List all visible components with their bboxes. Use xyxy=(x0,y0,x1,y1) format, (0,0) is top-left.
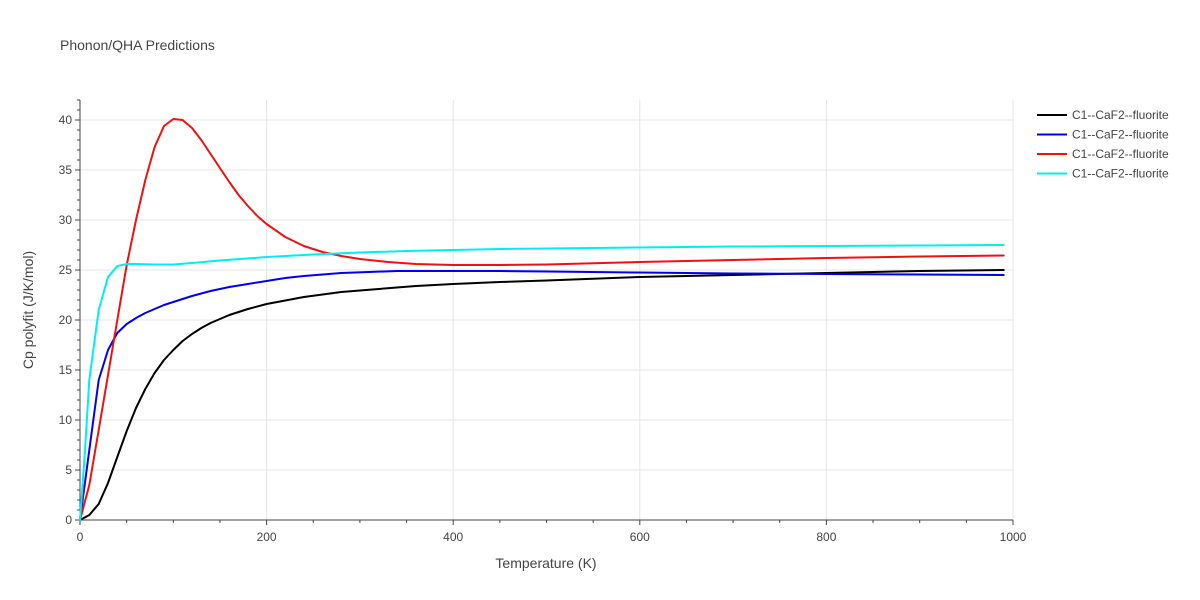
series-lines xyxy=(79,118,1005,521)
y-tick-label: 25 xyxy=(59,263,73,277)
x-tick-label: 0 xyxy=(77,530,84,544)
x-tick-label: 800 xyxy=(816,530,836,544)
y-tick-label: 5 xyxy=(65,463,72,477)
legend-item-3[interactable]: C1--CaF2--fluorite xyxy=(1037,147,1169,161)
y-tick-label: 15 xyxy=(59,363,73,377)
series-line-3 xyxy=(79,118,1005,521)
tick-labels: 0 200 400 600 800 1000 0 5 10 15 20 25 30 35 40 xyxy=(59,113,1027,544)
y-tick-label: 35 xyxy=(59,163,73,177)
y-tick-label: 40 xyxy=(59,113,73,127)
legend-label: C1--CaF2--fluorite xyxy=(1072,167,1169,181)
y-tick-label: 30 xyxy=(59,213,73,227)
legend-item-4[interactable]: C1--CaF2--fluorite xyxy=(1037,167,1169,181)
legend-label: C1--CaF2--fluorite xyxy=(1072,108,1169,122)
series-line-2 xyxy=(79,270,1005,521)
series-line-1 xyxy=(79,269,1005,521)
legend-label: C1--CaF2--fluorite xyxy=(1072,128,1169,142)
legend-label: C1--CaF2--fluorite xyxy=(1072,147,1169,161)
x-axis-title: Temperature (K) xyxy=(495,555,596,571)
grid-lines xyxy=(80,100,1014,520)
legend-item-1[interactable]: C1--CaF2--fluorite xyxy=(1037,108,1169,122)
y-tick-label: 20 xyxy=(59,313,73,327)
chart-title: Phonon/QHA Predictions xyxy=(60,37,215,53)
x-tick-label: 1000 xyxy=(1000,530,1027,544)
legend: C1--CaF2--fluorite C1--CaF2--fluorite C1--… xyxy=(1037,108,1169,181)
legend-item-2[interactable]: C1--CaF2--fluorite xyxy=(1037,128,1169,142)
x-tick-label: 200 xyxy=(257,530,277,544)
series-line-4 xyxy=(79,244,1005,521)
x-tick-label: 600 xyxy=(630,530,650,544)
y-tick-label: 10 xyxy=(59,413,73,427)
y-axis-title: Cp polyfit (J/K/mol) xyxy=(20,251,36,369)
x-tick-label: 400 xyxy=(443,530,463,544)
y-tick-label: 0 xyxy=(65,513,72,527)
axes xyxy=(75,99,1014,525)
